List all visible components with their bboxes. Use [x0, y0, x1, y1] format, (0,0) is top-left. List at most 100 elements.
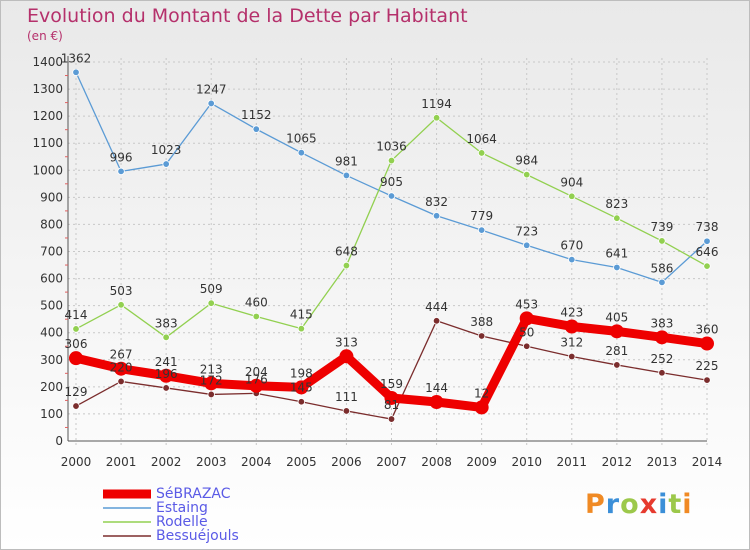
data-point: [72, 68, 80, 76]
data-point: [703, 376, 711, 384]
data-label: 904: [560, 175, 583, 189]
data-label: 823: [605, 197, 628, 211]
data-label: 984: [515, 154, 538, 168]
chart-subtitle: (en €): [27, 29, 63, 43]
y-tick-label: 1200: [32, 109, 63, 123]
data-label: 415: [290, 308, 313, 322]
data-label: 388: [470, 315, 493, 329]
y-tick-label: 200: [40, 380, 63, 394]
data-point: [432, 212, 441, 220]
data-point: [429, 395, 444, 410]
data-label: 1065: [286, 132, 317, 146]
x-tick-label: 2000: [61, 455, 92, 469]
data-point: [387, 156, 396, 165]
data-point: [613, 263, 621, 272]
data-point: [613, 214, 621, 222]
data-point: [474, 400, 489, 415]
data-point: [252, 312, 260, 321]
data-point: [69, 351, 83, 366]
data-label: 50: [519, 325, 534, 339]
data-point: [432, 114, 441, 122]
data-point: [519, 311, 534, 326]
data-label: 1194: [421, 97, 452, 111]
data-label: 1152: [241, 108, 272, 122]
x-tick-label: 2010: [511, 455, 542, 469]
data-point: [159, 368, 174, 383]
data-label: 220: [110, 360, 133, 374]
data-point: [654, 330, 669, 345]
data-label: 405: [605, 310, 628, 324]
x-tick-label: 2007: [376, 455, 407, 469]
data-label: 586: [650, 261, 673, 275]
data-label: 159: [380, 377, 403, 391]
data-point: [658, 278, 666, 287]
data-point: [72, 402, 80, 410]
x-tick-label: 2008: [421, 455, 452, 469]
data-point: [252, 125, 260, 133]
x-tick-label: 2005: [286, 455, 317, 469]
y-tick-label: 800: [40, 217, 63, 231]
data-label: 670: [560, 239, 583, 253]
y-tick-label: 100: [40, 407, 63, 421]
x-tick-label: 2013: [647, 455, 678, 469]
data-point: [339, 349, 354, 364]
data-label: 444: [425, 300, 448, 314]
data-label: 503: [110, 284, 133, 298]
data-point: [564, 319, 579, 334]
data-label: 129: [65, 385, 88, 399]
data-point: [162, 333, 170, 342]
data-point: [477, 149, 486, 157]
data-label: 111: [335, 390, 358, 404]
data-label: 267: [110, 348, 133, 362]
data-point: [294, 380, 309, 395]
data-point: [568, 255, 576, 264]
data-label: 453: [515, 297, 538, 311]
data-label: 996: [110, 150, 133, 164]
data-label: 509: [200, 282, 223, 296]
data-point: [384, 390, 399, 405]
data-point: [523, 342, 531, 350]
data-point: [117, 377, 125, 386]
data-point: [207, 390, 215, 399]
y-tick-label: 1300: [32, 82, 63, 96]
data-label: 144: [425, 381, 448, 395]
data-label: 1064: [466, 132, 497, 146]
data-label: 648: [335, 245, 358, 259]
data-label: 905: [380, 175, 403, 189]
x-tick-label: 2009: [466, 455, 497, 469]
data-point: [568, 352, 576, 361]
data-label: 460: [245, 295, 268, 309]
data-label: 723: [515, 224, 538, 238]
y-tick-label: 900: [40, 190, 63, 204]
data-label: 423: [560, 305, 583, 319]
data-point: [297, 398, 306, 406]
data-label: 241: [155, 355, 178, 369]
x-tick-label: 2001: [106, 455, 137, 469]
data-point: [703, 262, 711, 270]
y-tick-label: 0: [55, 434, 63, 448]
x-tick-label: 2012: [602, 455, 633, 469]
chart-title: Evolution du Montant de la Dette par Hab…: [27, 5, 468, 27]
x-tick-label: 2004: [241, 455, 272, 469]
data-label: 313: [335, 335, 358, 349]
data-point: [387, 192, 396, 200]
data-label: 306: [65, 337, 88, 351]
data-label: 1247: [196, 82, 227, 96]
data-label: 176: [245, 372, 268, 386]
y-tick-label: 700: [40, 245, 63, 259]
data-point: [297, 324, 306, 333]
legend-label: Estaing: [156, 500, 208, 516]
data-label: 204: [245, 365, 268, 379]
data-label: 252: [650, 352, 673, 366]
y-tick-label: 400: [40, 326, 63, 340]
legend-label: Bessuéjouls: [156, 528, 239, 544]
data-label: 383: [155, 316, 178, 330]
data-label: 145: [290, 381, 313, 395]
x-tick-label: 2002: [151, 455, 182, 469]
data-label: 312: [560, 336, 583, 350]
data-point: [568, 192, 576, 200]
data-point: [114, 361, 129, 376]
data-label: 225: [696, 359, 719, 373]
